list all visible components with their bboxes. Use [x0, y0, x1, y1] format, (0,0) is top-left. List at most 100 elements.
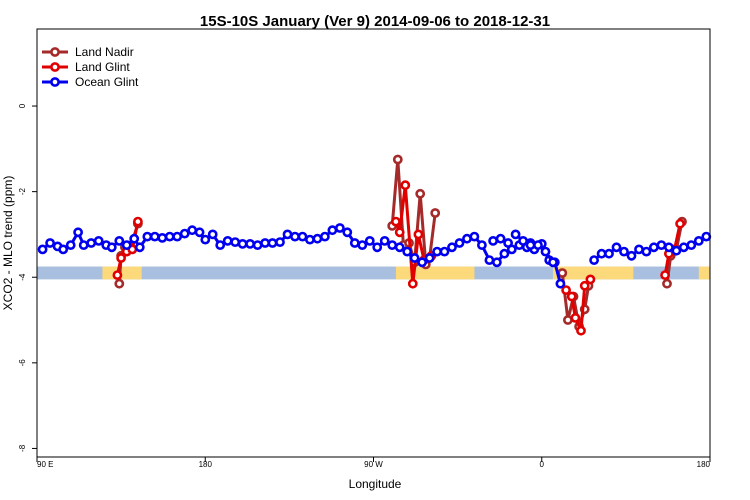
- ocean-glint-point: [678, 242, 689, 253]
- ocean-glint-point: [491, 257, 502, 268]
- ocean-glint-point: [604, 248, 614, 259]
- legend-label: Land Nadir: [75, 45, 134, 59]
- land-nadir-point: [415, 188, 426, 199]
- ocean-glint-point: [282, 229, 293, 240]
- ocean-glint-point: [701, 231, 712, 242]
- ocean-glint-point: [510, 229, 521, 240]
- ocean-glint-point: [157, 232, 168, 243]
- land-glint-point: [576, 325, 586, 336]
- ocean-glint-point: [172, 231, 183, 242]
- y-tick-label: -4: [18, 273, 27, 281]
- ocean-glint-point: [686, 240, 697, 250]
- ocean-glint-point: [357, 240, 368, 250]
- x-axis: 90 E 180 90 W 0 180: [36, 457, 711, 469]
- chart-title: 15S-10S January (Ver 9) 2014-09-06 to 20…: [200, 13, 550, 30]
- ocean-glint-point: [454, 238, 465, 248]
- ocean-glint-point: [495, 233, 506, 244]
- land-glint-point: [579, 280, 590, 291]
- ocean-glint-point: [65, 240, 76, 250]
- ocean-glint-point: [649, 242, 659, 253]
- ocean-glint-point: [533, 240, 543, 250]
- land-glint-point: [400, 180, 411, 191]
- ocean-glint-point: [439, 246, 450, 257]
- land-segment: [552, 266, 634, 280]
- land-nadir-point: [430, 208, 441, 218]
- land-glint-point: [566, 291, 577, 302]
- ocean-glint-point: [424, 253, 435, 263]
- x-axis-label: Longitude: [349, 477, 402, 491]
- legend-label: Land Glint: [75, 60, 130, 74]
- ocean-glint-point: [149, 231, 160, 242]
- ocean-glint-point: [476, 240, 487, 250]
- x-tick-label: 90 W: [364, 460, 383, 469]
- land-band: [37, 266, 710, 280]
- ocean-glint-point: [129, 233, 140, 244]
- ocean-glint-point: [349, 238, 360, 248]
- ocean-glint-point: [37, 244, 48, 255]
- ocean-glint-point: [327, 225, 338, 236]
- ocean-glint-point: [86, 238, 97, 248]
- ocean-glint-point: [334, 223, 345, 233]
- legend-label: Ocean Glint: [75, 75, 139, 89]
- ocean-glint-point: [267, 238, 278, 248]
- ocean-glint-point: [447, 242, 457, 253]
- ocean-glint-point: [290, 231, 300, 242]
- ocean-glint-point: [194, 227, 205, 238]
- legend-swatch-marker: [50, 77, 60, 87]
- ocean-glint-point: [114, 235, 125, 246]
- y-axis-label: XCO2 - MLO trend (ppm): [1, 176, 15, 311]
- ocean-glint-point: [409, 253, 420, 263]
- land-glint-point: [407, 278, 418, 289]
- land-glint-point: [675, 218, 685, 229]
- ocean-glint-point: [619, 246, 629, 257]
- ocean-glint-point: [297, 231, 308, 242]
- ocean-glint-point: [45, 238, 55, 248]
- ocean-glint-point: [215, 240, 226, 250]
- y-tick-label: -8: [18, 444, 27, 452]
- ocean-glint-point: [372, 242, 383, 253]
- ocean-glint-point: [484, 255, 495, 265]
- ocean-glint-point: [540, 246, 551, 257]
- series-ocean-glint: [37, 223, 712, 289]
- land-glint-point: [132, 216, 143, 227]
- ocean-glint-point: [222, 235, 233, 246]
- land-glint-point: [390, 216, 401, 227]
- land-nadir-point: [662, 278, 672, 289]
- ocean-glint-point: [641, 246, 652, 257]
- ocean-band: [37, 266, 710, 280]
- ocean-glint-point: [245, 238, 255, 249]
- ocean-glint-point: [164, 231, 175, 242]
- y-axis: 0 -2 -4 -6 -8: [18, 103, 37, 452]
- ocean-glint-point: [394, 242, 405, 253]
- land-glint-point: [660, 270, 670, 280]
- legend-item-land-glint: Land Glint: [42, 60, 130, 74]
- land-glint-point: [570, 312, 581, 323]
- ocean-glint-point: [237, 238, 248, 249]
- y-tick-label: 0: [18, 103, 27, 108]
- ocean-glint-point: [134, 242, 145, 253]
- ocean-glint-point: [503, 238, 513, 248]
- ocean-glint-point: [93, 235, 104, 246]
- land-glint-point: [585, 274, 596, 285]
- ocean-glint-point: [121, 240, 132, 250]
- ocean-glint-point: [78, 240, 89, 250]
- ocean-glint-point: [73, 227, 83, 238]
- ocean-glint-point: [548, 257, 558, 268]
- legend-swatch-marker: [50, 62, 60, 72]
- ocean-glint-point: [106, 242, 117, 253]
- x-tick-label: 90 E: [37, 460, 53, 469]
- ocean-glint-point: [207, 229, 218, 240]
- ocean-glint-point: [671, 245, 682, 256]
- legend-swatch-marker: [50, 47, 60, 57]
- ocean-glint-point: [555, 278, 566, 289]
- ocean-glint-point: [364, 235, 375, 246]
- ocean-glint-point: [499, 248, 510, 259]
- land-nadir-point: [114, 278, 125, 289]
- ocean-glint-point: [611, 242, 622, 253]
- ocean-glint-point: [693, 235, 704, 246]
- ocean-glint-point: [589, 255, 599, 265]
- land-segment: [698, 266, 710, 280]
- ocean-glint-point: [387, 240, 398, 250]
